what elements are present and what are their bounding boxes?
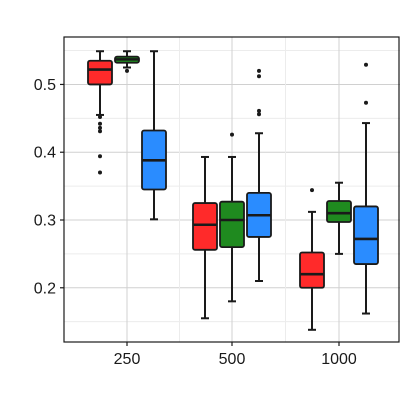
outlier-point — [98, 125, 102, 130]
outlier-point — [257, 112, 261, 117]
outlier-point — [98, 154, 102, 159]
axes: 0.2 0.3 0.4 0.5 250 500 1000 — [34, 77, 357, 368]
outlier-point — [310, 188, 314, 193]
x-tick-label: 500 — [219, 351, 246, 368]
box-1000-series-1 — [299, 188, 325, 331]
outlier-point — [98, 129, 102, 134]
x-tick-label: 1000 — [321, 351, 357, 368]
box-1000-series-3 — [353, 62, 379, 315]
outlier-point — [98, 170, 102, 175]
outlier-point — [257, 108, 261, 113]
outlier-point — [125, 68, 129, 73]
y-tick-label: 0.5 — [34, 77, 56, 94]
x-tick-label: 250 — [114, 351, 141, 368]
box-iqr — [192, 202, 218, 251]
box-iqr — [299, 251, 325, 289]
outlier-point — [230, 132, 234, 137]
outlier-point — [257, 68, 261, 73]
box-500-series-1 — [192, 155, 218, 320]
outlier-point — [364, 62, 368, 67]
box-1000-series-2 — [326, 181, 352, 255]
box-iqr — [353, 205, 379, 265]
outlier-point — [364, 100, 368, 105]
outlier-point — [257, 74, 261, 79]
box-500-series-3 — [246, 68, 272, 282]
y-tick-label: 0.2 — [34, 280, 56, 297]
box-iqr — [219, 200, 245, 249]
y-tick-label: 0.3 — [34, 213, 56, 230]
outlier-point — [98, 114, 102, 119]
box-500-series-2 — [219, 132, 245, 303]
plot-area — [87, 50, 379, 331]
box-250-series-2 — [114, 50, 140, 73]
outlier-point — [98, 121, 102, 126]
box-iqr — [326, 200, 352, 223]
box-250-series-3 — [141, 50, 167, 221]
box-iqr — [87, 59, 113, 86]
y-tick-label: 0.4 — [34, 145, 56, 162]
box-250-series-1 — [87, 50, 113, 175]
